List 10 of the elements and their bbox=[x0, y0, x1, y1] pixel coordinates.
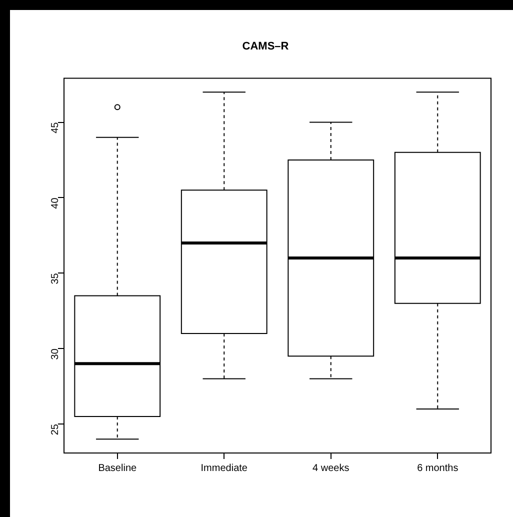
x-tick-label: 6 months bbox=[417, 462, 458, 474]
y-tick-label: 45 bbox=[50, 122, 61, 134]
x-tick-label: Immediate bbox=[200, 462, 248, 474]
y-tick-label: 25 bbox=[50, 424, 61, 436]
y-tick-label: 40 bbox=[50, 197, 61, 209]
x-tick-label: 4 weeks bbox=[312, 462, 350, 474]
chart-title: CAMS–R bbox=[242, 40, 289, 53]
y-tick-label: 35 bbox=[50, 272, 61, 284]
y-tick-label: 30 bbox=[50, 348, 61, 360]
x-tick-label: Baseline bbox=[98, 462, 137, 474]
